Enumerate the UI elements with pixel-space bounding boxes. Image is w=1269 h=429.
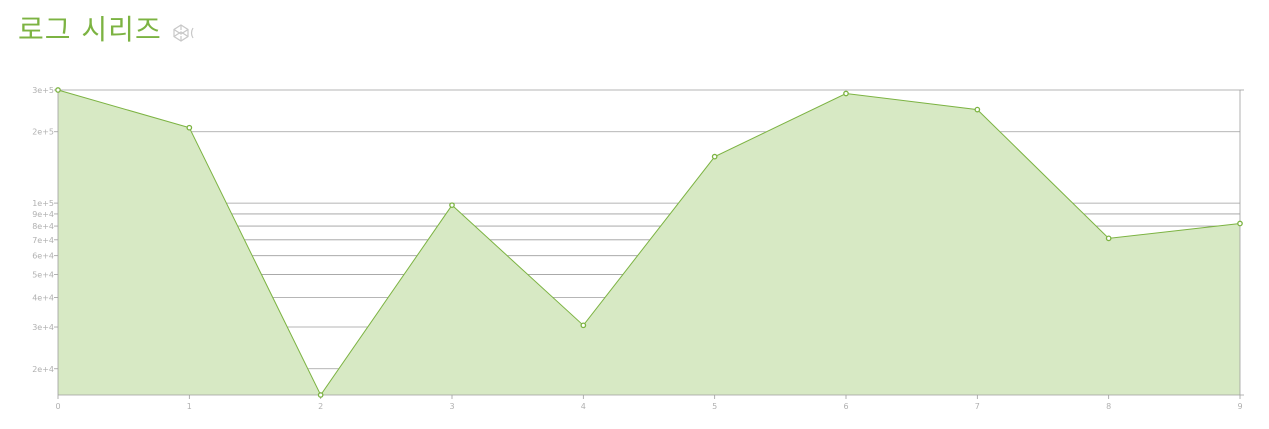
data-point[interactable] <box>449 202 455 209</box>
x-tick-label: 6 <box>843 402 848 411</box>
y-tick-label: 2e+4 <box>32 365 54 374</box>
y-tick-label: 5e+4 <box>32 270 54 279</box>
data-point[interactable] <box>1237 220 1243 227</box>
x-tick-label: 8 <box>1106 402 1111 411</box>
x-tick-label: 7 <box>975 402 980 411</box>
y-tick-labels: 2e+4 3e+4 4e+4 5e+4 6e+4 7e+4 8e+4 9e+4 1e+5 2e+5… <box>32 86 54 374</box>
data-point[interactable] <box>580 322 587 329</box>
y-tick-label: 6e+4 <box>32 252 54 261</box>
x-tick-label: 0 <box>55 402 60 411</box>
x-tick-label: 3 <box>449 402 454 411</box>
series-area <box>58 90 1240 395</box>
data-point[interactable] <box>186 124 193 131</box>
y-tick-label: 3e+5 <box>32 86 54 95</box>
x-tick-label: 1 <box>187 402 192 411</box>
x-tick-label: 4 <box>581 402 586 411</box>
data-point[interactable] <box>843 90 849 97</box>
data-point[interactable] <box>1105 235 1112 242</box>
y-tick-label: 8e+4 <box>32 222 54 231</box>
y-tick-label: 4e+4 <box>32 293 54 302</box>
data-points <box>55 87 1243 398</box>
data-point[interactable] <box>55 87 61 93</box>
title-row: 로그 시리즈 <box>18 10 196 50</box>
x-tick-labels: 0 1 2 3 4 5 6 7 8 9 <box>55 402 1242 411</box>
x-tick-label: 5 <box>712 402 717 411</box>
x-tick-label: 2 <box>318 402 323 411</box>
y-tick-label: 9e+4 <box>32 210 54 219</box>
y-tick-label: 3e+4 <box>32 323 54 332</box>
axes <box>57 89 1244 399</box>
x-tick-label: 9 <box>1237 402 1242 411</box>
y-tick-label: 1e+5 <box>32 199 54 208</box>
series-line <box>57 89 1241 396</box>
data-point[interactable] <box>317 392 324 398</box>
data-point[interactable] <box>974 106 981 113</box>
y-tick-label: 7e+4 <box>32 236 54 245</box>
codepen-icon[interactable] <box>172 23 196 43</box>
data-point[interactable] <box>711 153 718 160</box>
chart-title: 로그 시리즈 <box>18 13 162 46</box>
y-tick-label: 2e+5 <box>32 128 54 137</box>
